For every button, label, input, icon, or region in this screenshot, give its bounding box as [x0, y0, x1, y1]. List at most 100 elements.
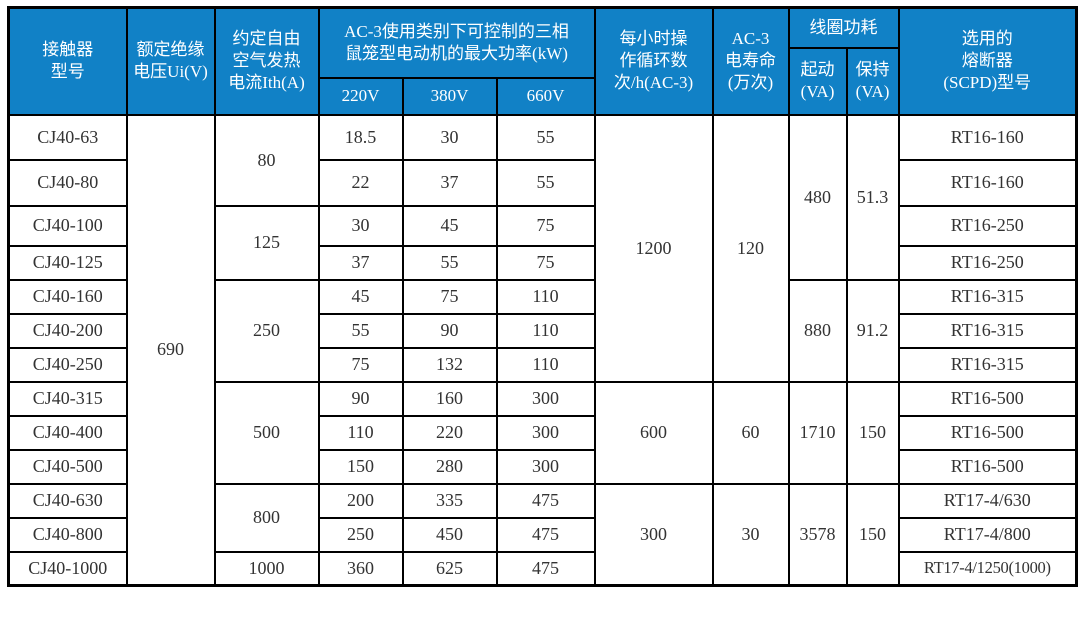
- table-row: CJ40-1000 1000 360 625 475 RT17-4/1250(1…: [7, 550, 1078, 587]
- coil-start-cell: 880: [787, 278, 848, 383]
- coil-hold-cell: 150: [845, 380, 900, 485]
- kw660-cell: 75: [495, 204, 596, 247]
- kw380-cell: 450: [401, 516, 498, 553]
- contactor-spec-table: 接触器 型号 额定绝缘 电压Ui(V) 约定自由 空气发热 电流Ith(A) A…: [7, 6, 1079, 587]
- table-body: CJ40-63 690 80 18.5 30 55 1200 120 480 5…: [7, 113, 1078, 587]
- kw220-cell: 200: [317, 482, 404, 519]
- header-contactor-model: 接触器 型号: [7, 6, 128, 116]
- kw380-cell: 75: [401, 278, 498, 315]
- table-row: CJ40-100 125 30 45 75 RT16-250: [7, 204, 1078, 281]
- kw220-cell: 250: [317, 516, 404, 553]
- cycles-cell: 600: [593, 380, 714, 485]
- kw660-cell: 110: [495, 312, 596, 349]
- header-coil-power-group: 线圈功耗: [787, 6, 900, 49]
- ith-cell: 1000: [213, 550, 320, 587]
- table-row: CJ40-315 500 90 160 300 600 60 1710 150 …: [7, 380, 1078, 485]
- life-cell: 120: [711, 113, 790, 383]
- kw380-cell: 37: [401, 158, 498, 207]
- kw660-cell: 475: [495, 516, 596, 553]
- fuse-cell: RT17-4/630: [897, 482, 1078, 519]
- header-fuse-type: 选用的 熔断器 (SCPD)型号: [897, 6, 1078, 116]
- table-row: CJ40-125 37 55 75 RT16-250: [7, 244, 1078, 281]
- kw380-cell: 160: [401, 380, 498, 417]
- table-row: CJ40-400 110 220 300 RT16-500: [7, 414, 1078, 451]
- kw380-cell: 55: [401, 244, 498, 281]
- header-row-2: 起动 (VA) 保持 (VA): [9, 46, 1077, 116]
- fuse-cell: RT17-4/800: [897, 516, 1078, 553]
- table-row: CJ40-500 150 280 300 RT16-500: [7, 448, 1078, 485]
- header-electrical-life: AC-3 电寿命 (万次): [711, 6, 790, 116]
- coil-hold-cell: 150: [845, 482, 900, 587]
- table-row: CJ40-800 250 450 475 RT17-4/800: [7, 516, 1078, 553]
- table-header: 接触器 型号 额定绝缘 电压Ui(V) 约定自由 空气发热 电流Ith(A) A…: [7, 6, 1078, 116]
- ith-cell: 125: [213, 204, 320, 281]
- fuse-cell: RT16-315: [897, 312, 1078, 349]
- kw220-cell: 110: [317, 414, 404, 451]
- kw220-cell: 360: [317, 550, 404, 587]
- kw660-cell: 475: [495, 550, 596, 587]
- fuse-cell: RT17-4/1250(1000): [897, 550, 1078, 587]
- coil-hold-cell: 51.3: [845, 113, 900, 281]
- kw380-cell: 90: [401, 312, 498, 349]
- kw380-cell: 220: [401, 414, 498, 451]
- fuse-cell: RT16-500: [897, 380, 1078, 417]
- kw220-cell: 55: [317, 312, 404, 349]
- table-row: CJ40-80 22 37 55 RT16-160: [7, 158, 1078, 207]
- ui-cell: 690: [125, 113, 216, 587]
- table-row: CJ40-63 690 80 18.5 30 55 1200 120 480 5…: [7, 113, 1078, 587]
- life-cell: 30: [711, 482, 790, 587]
- header-380v: 380V: [401, 76, 498, 116]
- cycles-cell: 300: [593, 482, 714, 587]
- header-220v: 220V: [317, 76, 404, 116]
- header-coil-start: 起动 (VA): [787, 46, 848, 116]
- model-cell: CJ40-160: [7, 278, 128, 315]
- ith-cell: 80: [213, 113, 320, 207]
- header-row-1: 接触器 型号 额定绝缘 电压Ui(V) 约定自由 空气发热 电流Ith(A) A…: [7, 6, 1078, 116]
- header-row-3: 220V 380V 660V: [9, 76, 1077, 116]
- kw220-cell: 22: [317, 158, 404, 207]
- fuse-cell: RT16-315: [897, 278, 1078, 315]
- table-row: CJ40-250 75 132 110 RT16-315: [7, 346, 1078, 383]
- model-cell: CJ40-800: [7, 516, 128, 553]
- model-cell: CJ40-100: [7, 204, 128, 247]
- kw220-cell: 37: [317, 244, 404, 281]
- model-cell: CJ40-63: [7, 113, 128, 161]
- kw220-cell: 90: [317, 380, 404, 417]
- kw380-cell: 30: [401, 113, 498, 161]
- kw660-cell: 110: [495, 346, 596, 383]
- kw660-cell: 110: [495, 278, 596, 315]
- kw380-cell: 625: [401, 550, 498, 587]
- kw380-cell: 280: [401, 448, 498, 485]
- fuse-cell: RT16-160: [897, 113, 1078, 161]
- ith-cell: 250: [213, 278, 320, 383]
- fuse-cell: RT16-160: [897, 158, 1078, 207]
- kw660-cell: 75: [495, 244, 596, 281]
- model-cell: CJ40-250: [7, 346, 128, 383]
- kw660-cell: 300: [495, 380, 596, 417]
- kw220-cell: 75: [317, 346, 404, 383]
- header-operating-cycles: 每小时操 作循环数 次/h(AC-3): [593, 6, 714, 116]
- table-row: CJ40-630 800 200 335 475 300 30 3578 150…: [7, 482, 1078, 587]
- kw380-cell: 335: [401, 482, 498, 519]
- coil-start-cell: 1710: [787, 380, 848, 485]
- coil-start-cell: 3578: [787, 482, 848, 587]
- kw660-cell: 475: [495, 482, 596, 519]
- header-rated-insulation-voltage: 额定绝缘 电压Ui(V): [125, 6, 216, 116]
- model-cell: CJ40-630: [7, 482, 128, 519]
- fuse-cell: RT16-250: [897, 204, 1078, 247]
- model-cell: CJ40-315: [7, 380, 128, 417]
- model-cell: CJ40-400: [7, 414, 128, 451]
- fuse-cell: RT16-500: [897, 448, 1078, 485]
- kw660-cell: 55: [495, 158, 596, 207]
- header-coil-hold: 保持 (VA): [845, 46, 900, 116]
- coil-hold-cell: 91.2: [845, 278, 900, 383]
- ith-cell: 800: [213, 482, 320, 553]
- kw380-cell: 45: [401, 204, 498, 247]
- kw220-cell: 150: [317, 448, 404, 485]
- life-cell: 60: [711, 380, 790, 485]
- kw220-cell: 30: [317, 204, 404, 247]
- model-cell: CJ40-500: [7, 448, 128, 485]
- model-cell: CJ40-125: [7, 244, 128, 281]
- header-ac3-max-power-group: AC-3使用类别下可控制的三相 鼠笼型电动机的最大功率(kW): [317, 6, 596, 79]
